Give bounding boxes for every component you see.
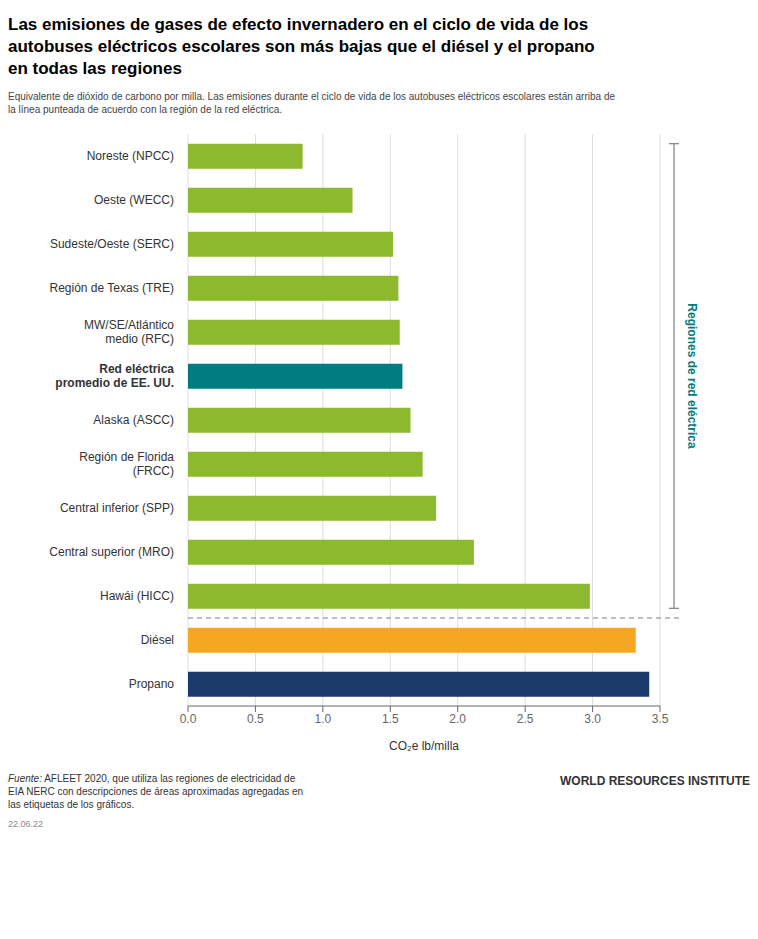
- html-text:Las emisiones de gases de efec: Las emisiones de gases de efecto inverna…: [8, 15, 595, 78]
- svg-text:Región de Texas (TRE): Región de Texas (TRE): [50, 281, 175, 295]
- svg-text:0.0: 0.0: [180, 712, 197, 726]
- svg-text:MW/SE/Atlánticomedio (RFC): MW/SE/Atlánticomedio (RFC): [84, 318, 174, 346]
- html-text:WORLD RESOURCES INSTITUTE: WORLD RESOURCES INSTITUTE: [560, 774, 750, 788]
- svg-text:Propano: Propano: [129, 677, 175, 691]
- svg-text:3.5: 3.5: [652, 712, 669, 726]
- svg-text:1.0: 1.0: [315, 712, 332, 726]
- svg-text:Sudeste/Oeste (SERC): Sudeste/Oeste (SERC): [50, 237, 174, 251]
- svg-text:2.5: 2.5: [517, 712, 534, 726]
- svg-text:Diésel: Diésel: [141, 633, 174, 647]
- svg-text:Central inferior (SPP): Central inferior (SPP): [60, 501, 174, 515]
- svg-text:Noreste (NPCC): Noreste (NPCC): [87, 149, 174, 163]
- html-text:Equivalente de dióxido de carb: Equivalente de dióxido de carbono por mi…: [8, 91, 615, 115]
- svg-text:CO₂e lb/milla: CO₂e lb/milla: [389, 739, 459, 753]
- svg-text:1.5: 1.5: [382, 712, 399, 726]
- html-text:Fuente: AFLEET 2020, que utili: Fuente: AFLEET 2020, que utiliza las reg…: [8, 773, 304, 810]
- svg-text:2.0: 2.0: [449, 712, 466, 726]
- svg-text:Red eléctricapromedio de EE. U: Red eléctricapromedio de EE. UU.: [55, 362, 174, 390]
- svg-text:Hawái (HICC): Hawái (HICC): [100, 589, 174, 603]
- svg-text:Región de Florida(FRCC): Región de Florida(FRCC): [79, 450, 174, 478]
- svg-text:Regiones de red eléctrica: Regiones de red eléctrica: [685, 303, 699, 449]
- html-text:22.06.22: 22.06.22: [8, 819, 43, 829]
- svg-text:Central superior (MRO): Central superior (MRO): [49, 545, 174, 559]
- svg-text:Oeste (WECC): Oeste (WECC): [94, 193, 174, 207]
- svg-text:3.0: 3.0: [584, 712, 601, 726]
- svg-text:0.5: 0.5: [247, 712, 264, 726]
- svg-text:Alaska (ASCC): Alaska (ASCC): [93, 413, 174, 427]
